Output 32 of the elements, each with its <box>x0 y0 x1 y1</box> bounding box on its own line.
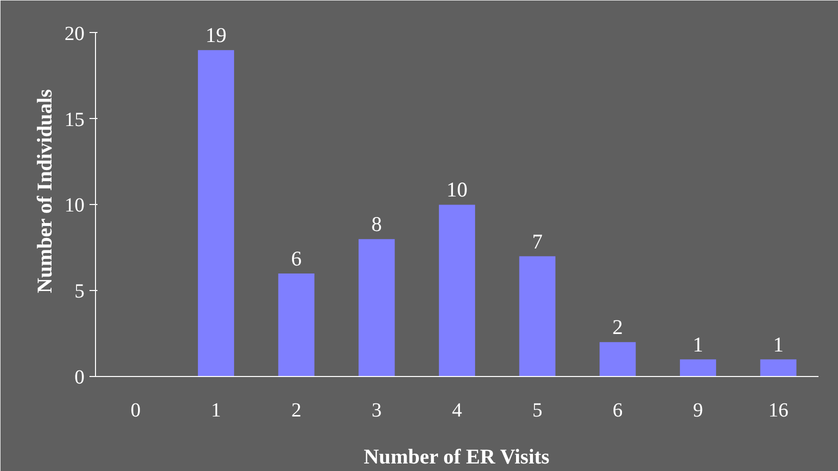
data-label: 8 <box>371 212 382 236</box>
data-label: 19 <box>206 23 226 48</box>
bar <box>600 342 636 376</box>
data-label: 7 <box>532 229 543 254</box>
x-axis-title: Number of ER Visits <box>364 444 550 468</box>
x-tick-label: 1 <box>211 400 221 422</box>
bar <box>680 359 716 376</box>
y-axis-title: Number of Individuals <box>32 89 56 294</box>
bar <box>198 50 234 376</box>
x-tick-label: 0 <box>130 400 141 422</box>
data-label: 10 <box>446 178 468 202</box>
data-label: 1 <box>773 332 784 356</box>
y-tick-label: 20 <box>64 22 84 45</box>
bar <box>760 359 796 376</box>
x-tick-label: 4 <box>452 400 462 422</box>
x-tick-label: 2 <box>291 400 302 422</box>
x-tick-label: 9 <box>693 400 703 422</box>
y-tick-label: 10 <box>64 194 84 217</box>
data-label: 1 <box>692 332 704 356</box>
y-tick-label: 5 <box>74 280 84 303</box>
x-tick-label: 16 <box>768 400 788 422</box>
bar <box>438 204 476 376</box>
y-tick-label: 0 <box>74 366 84 388</box>
x-tick-label: 5 <box>532 400 542 422</box>
data-label: 2 <box>612 315 623 340</box>
data-label: 6 <box>291 246 302 270</box>
x-tick-label: 6 <box>612 400 623 422</box>
y-tick-label: 15 <box>64 108 84 131</box>
bar <box>519 256 556 376</box>
bar <box>278 273 314 376</box>
x-tick-label: 3 <box>372 400 382 422</box>
bar <box>358 239 395 376</box>
